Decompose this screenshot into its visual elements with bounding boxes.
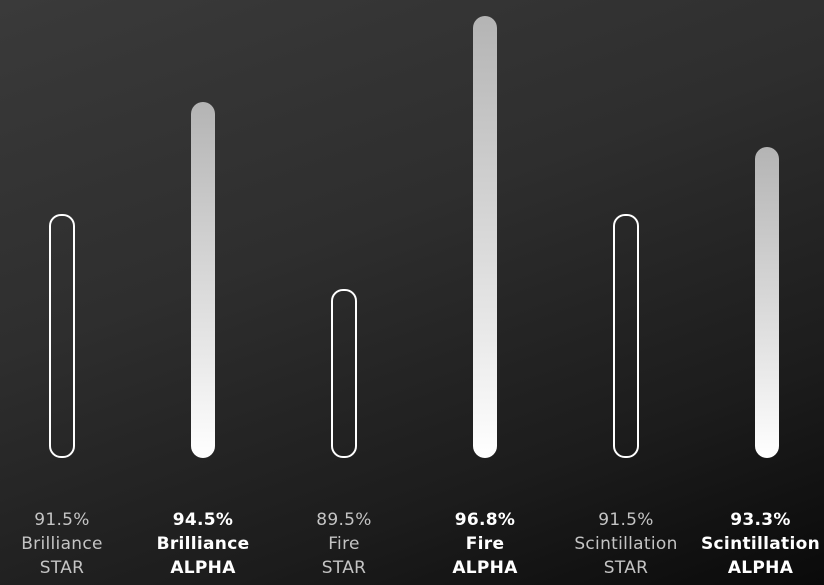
metric-label: Brilliance bbox=[156, 534, 250, 554]
value-label: 89.5% bbox=[316, 510, 372, 530]
label-brilliance-star: 91.5% Brilliance STAR bbox=[0, 508, 132, 580]
label-fire-alpha: 96.8% Fire ALPHA bbox=[415, 508, 555, 580]
bar-fire-alpha bbox=[473, 15, 497, 458]
value-label: 96.8% bbox=[454, 510, 516, 530]
product-label: STAR bbox=[603, 558, 649, 578]
bar-fire-star bbox=[331, 289, 357, 458]
bar-brilliance-star bbox=[49, 214, 75, 458]
value-label: 91.5% bbox=[34, 510, 90, 530]
bar-scintillation-alpha bbox=[755, 146, 779, 458]
value-label: 91.5% bbox=[598, 510, 654, 530]
metric-label: Fire bbox=[328, 534, 360, 554]
label-scintillation-alpha: 93.3% Scintillation ALPHA bbox=[697, 508, 824, 580]
product-label: ALPHA bbox=[170, 558, 236, 578]
bar-brilliance-alpha bbox=[191, 101, 215, 458]
metric-label: Scintillation bbox=[574, 534, 678, 554]
metric-label: Scintillation bbox=[701, 534, 820, 554]
metric-label: Brilliance bbox=[21, 534, 103, 554]
value-label: 93.3% bbox=[730, 510, 791, 530]
label-brilliance-alpha: 94.5% Brilliance ALPHA bbox=[133, 508, 273, 580]
product-label: STAR bbox=[321, 558, 367, 578]
product-label: STAR bbox=[39, 558, 85, 578]
bar-scintillation-star bbox=[613, 214, 639, 458]
metric-label: Fire bbox=[465, 534, 505, 554]
label-fire-star: 89.5% Fire STAR bbox=[274, 508, 414, 580]
product-label: ALPHA bbox=[727, 558, 794, 578]
value-label: 94.5% bbox=[172, 510, 234, 530]
label-scintillation-star: 91.5% Scintillation STAR bbox=[556, 508, 696, 580]
product-label: ALPHA bbox=[452, 558, 518, 578]
